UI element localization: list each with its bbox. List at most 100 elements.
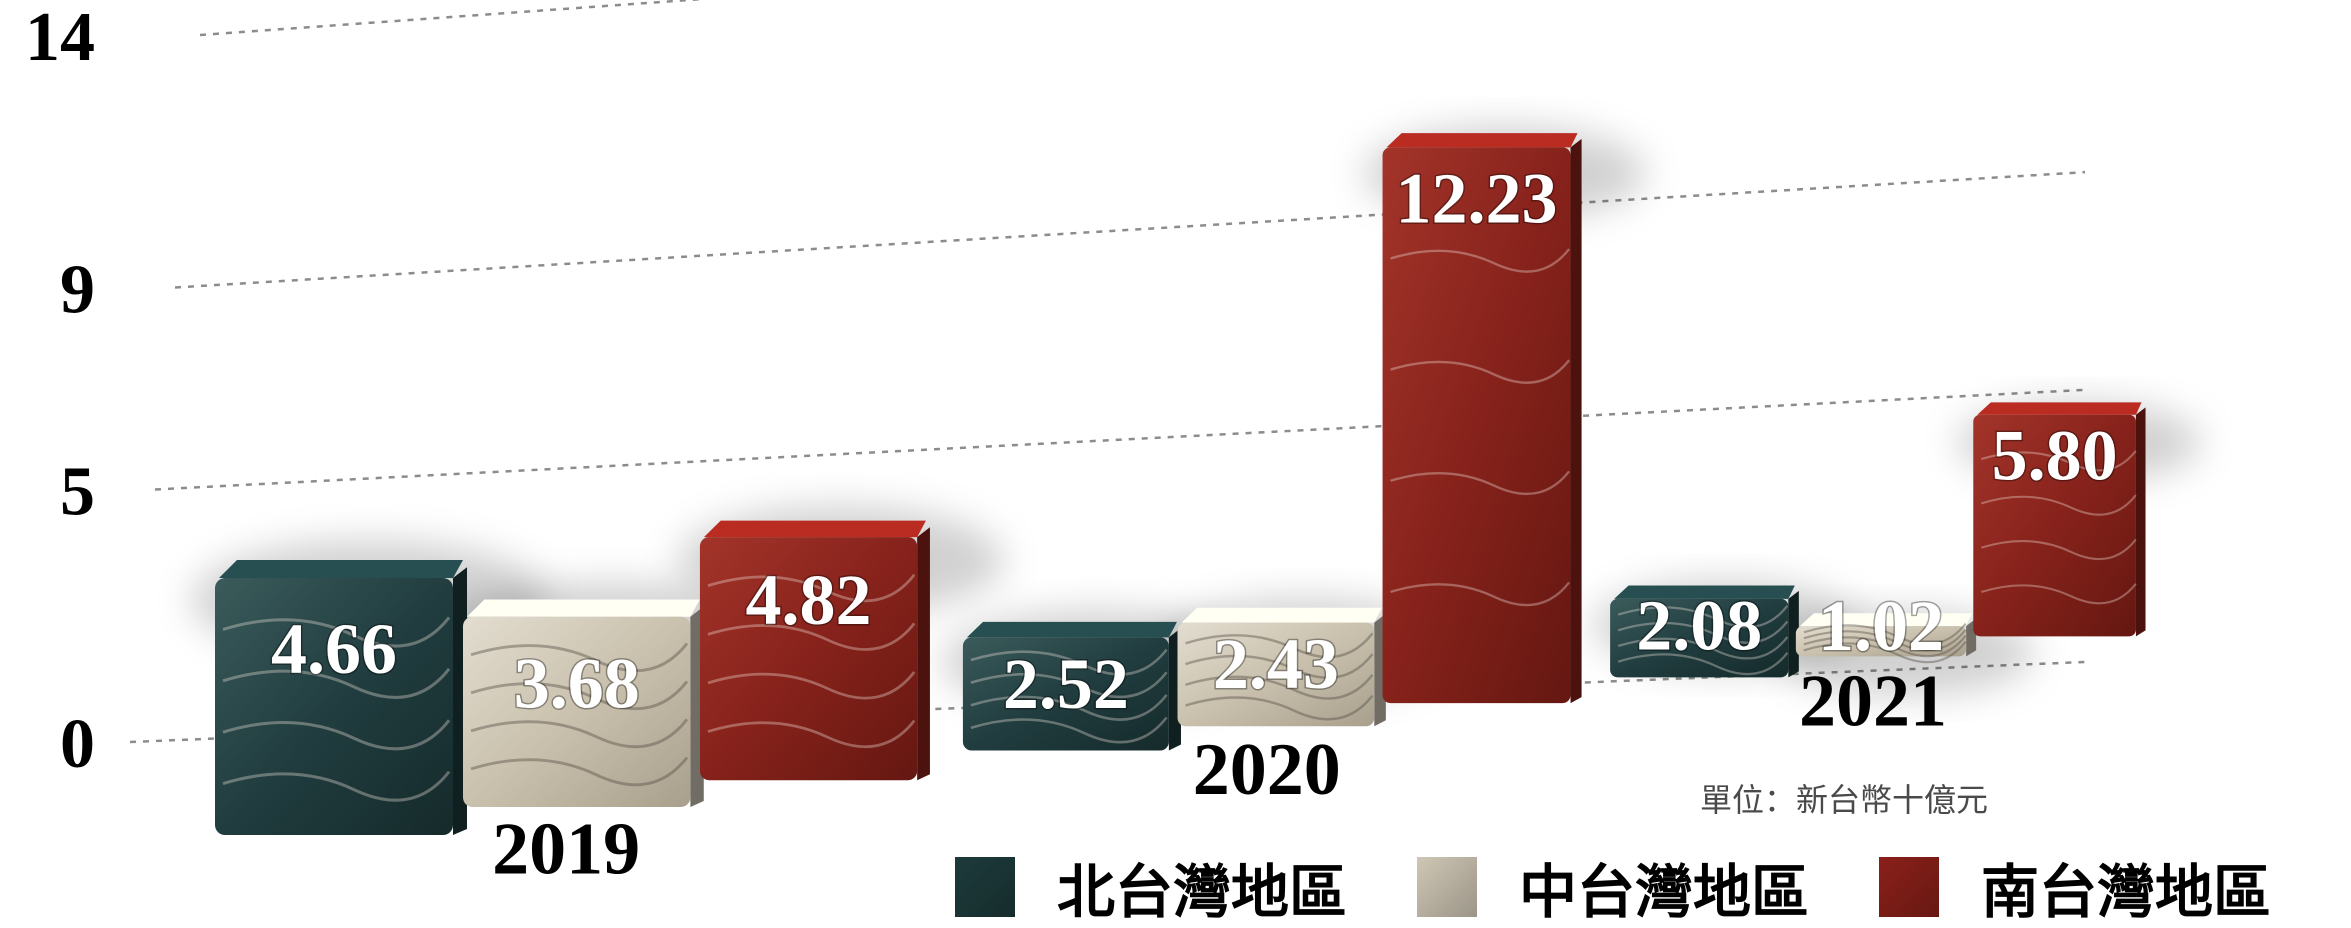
- bar-side-face: [1570, 138, 1582, 704]
- y-tick-label: 14: [25, 0, 95, 76]
- bar-top-face: [1799, 613, 1973, 627]
- legend-swatch-north: [955, 857, 1015, 917]
- marble-vein: [222, 770, 451, 802]
- data-label: 5.80: [1992, 416, 2118, 496]
- bar-top-face: [219, 560, 463, 579]
- bar-top-face: [1386, 133, 1578, 148]
- marble-vein: [470, 756, 689, 787]
- bar-central-2019: 3.68: [463, 599, 704, 807]
- bar-front-face: [1177, 622, 1375, 727]
- legend-swatch-south: [1879, 857, 1940, 917]
- marble-vein: [1803, 622, 1967, 646]
- marble-vein: [1617, 620, 1789, 644]
- bar-side-face: [2135, 407, 2146, 637]
- marble-vein: [1803, 629, 1967, 652]
- data-label: 2.43: [1213, 624, 1339, 704]
- legend: 北台灣地區 中台灣地區 南台灣地區: [955, 852, 2271, 926]
- category-label-2020: 2020: [1193, 729, 1341, 811]
- bar-north-2020: 2.52: [962, 621, 1181, 751]
- bar-side-face: [917, 527, 930, 781]
- marble-vein: [1390, 359, 1571, 384]
- marble-vein: [1185, 694, 1374, 721]
- y-tick-label: 0: [60, 706, 95, 783]
- bar-front-face: [699, 537, 918, 781]
- data-label: 12.23: [1396, 158, 1558, 238]
- marble-vein: [1980, 583, 2137, 605]
- y-axis-ticks: 0 5 9 14: [25, 0, 95, 783]
- bar-top-face: [703, 520, 926, 538]
- y-tick-label: 9: [60, 252, 95, 329]
- bar-central-2020: 2.43: [1177, 607, 1386, 727]
- marble-vein: [222, 667, 451, 699]
- bar-front-face: [1973, 414, 2136, 637]
- y-tick-label: 5: [60, 454, 95, 531]
- marble-vein: [707, 573, 916, 603]
- marble-vein: [1803, 641, 1967, 664]
- unit-note: 單位：新台幣十億元: [1700, 781, 1989, 819]
- bars: 4.66 3.68 4.82 2.52 2.43 12.23 2.08 1.02 5.80: [215, 133, 2146, 835]
- gridline: [154, 388, 2086, 491]
- gridline: [199, 0, 707, 37]
- legend-label-south: 南台灣地區: [1981, 858, 2272, 926]
- marble-vein: [470, 680, 689, 711]
- bar-south-2020: 12.23: [1382, 133, 1582, 704]
- legend-swatch-central: [1417, 857, 1478, 917]
- bar-central-2021: 1.02: [1795, 584, 1977, 667]
- marble-vein: [1390, 581, 1571, 607]
- marble-vein: [222, 719, 451, 751]
- legend-label-north: 北台灣地區: [1057, 858, 1348, 926]
- data-label: 2.08: [1636, 585, 1762, 665]
- gridline: [174, 170, 2086, 289]
- data-label: 4.66: [271, 609, 397, 689]
- bar-front-face: [463, 616, 691, 807]
- bar-top-face: [1614, 585, 1795, 599]
- bar-top-face: [1181, 607, 1382, 623]
- bar-front-face: [1382, 147, 1571, 704]
- bar-front-face: [962, 637, 1169, 751]
- marble-vein: [1185, 653, 1374, 679]
- bar-north-2019: 4.66: [215, 560, 467, 835]
- marble-vein: [970, 716, 1168, 744]
- category-labels: 2019 2020 2021: [492, 661, 1947, 891]
- legend-item-north: 北台灣地區: [955, 845, 1347, 928]
- legend-label-central: 中台灣地區: [1519, 858, 1810, 926]
- marble-vein: [1617, 604, 1789, 629]
- marble-vein: [1617, 651, 1789, 676]
- bar-side-face: [1788, 590, 1799, 678]
- bar-north-2021: 2.08: [1610, 584, 1799, 678]
- bar-top-face: [467, 599, 700, 617]
- marble-vein: [1980, 538, 2137, 560]
- marble-vein: [707, 719, 916, 749]
- marble-vein: [707, 622, 916, 651]
- marble-vein: [1617, 636, 1789, 660]
- bar-south-2019: 4.82: [699, 520, 930, 781]
- marble-vein: [1185, 632, 1374, 659]
- data-label: 1.02: [1818, 586, 1944, 666]
- marble-vein: [1390, 248, 1571, 273]
- bar-front-face: [215, 578, 453, 835]
- bar-front-face: [1795, 626, 1967, 657]
- legend-item-central: 中台灣地區: [1417, 845, 1809, 928]
- marble-vein: [1803, 635, 1967, 658]
- marble-vein: [1390, 470, 1571, 496]
- bar-top-face: [1977, 402, 2142, 415]
- marble-vein: [222, 616, 451, 648]
- category-label-2019: 2019: [492, 808, 640, 890]
- bar-top-face: [966, 621, 1177, 638]
- category-label-2021: 2021: [1799, 661, 1947, 743]
- marble-vein: [970, 648, 1168, 676]
- marble-vein: [470, 642, 689, 673]
- legend-item-south: 南台灣地區: [1879, 845, 2271, 928]
- marble-vein: [707, 671, 916, 700]
- marble-vein: [470, 718, 689, 749]
- marble-vein: [970, 671, 1168, 699]
- data-label: 2.52: [1003, 644, 1129, 724]
- bar-front-face: [1610, 598, 1789, 678]
- data-label: 3.68: [514, 644, 640, 724]
- marble-vein: [970, 694, 1168, 721]
- marble-vein: [1185, 674, 1374, 700]
- bar-south-2021: 5.80: [1973, 402, 2146, 637]
- data-label: 4.82: [746, 560, 872, 640]
- marble-vein: [1980, 494, 2137, 516]
